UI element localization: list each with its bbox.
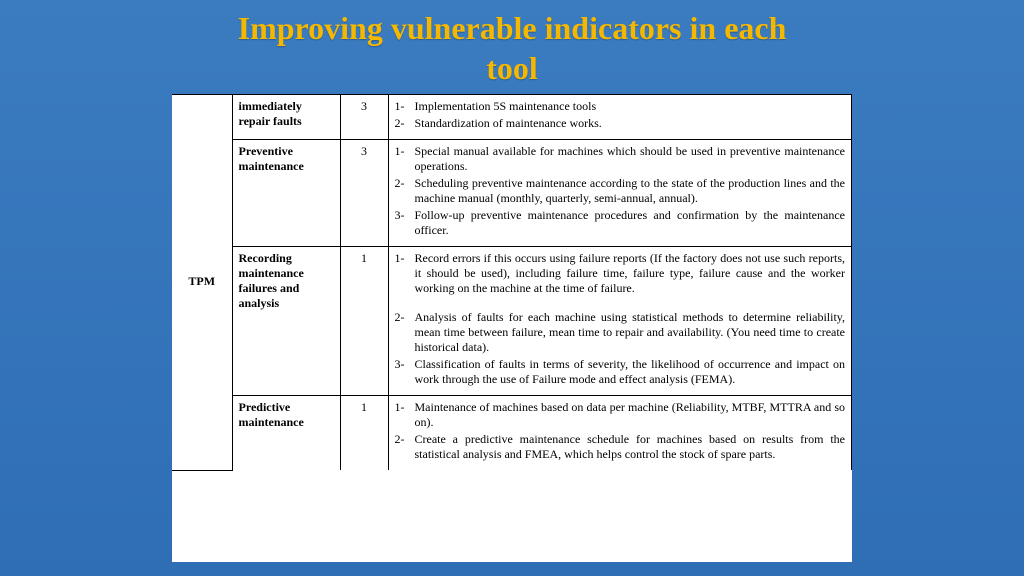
table-container: TPMimmediately repair faults31-Implement… bbox=[172, 94, 852, 562]
table-row: Recording maintenance failures and analy… bbox=[172, 247, 852, 396]
score-cell: 3 bbox=[340, 95, 388, 140]
indicator-cell: Recording maintenance failures and analy… bbox=[232, 247, 340, 396]
description-item: 1-Implementation 5S maintenance tools bbox=[395, 99, 846, 114]
table-row: Preventive maintenance31-Special manual … bbox=[172, 140, 852, 247]
description-cell: 1-Record errors if this occurs using fai… bbox=[388, 247, 852, 396]
tool-cell: TPM bbox=[172, 95, 232, 471]
description-cell: 1-Implementation 5S maintenance tools 2-S… bbox=[388, 95, 852, 140]
score-cell: 3 bbox=[340, 140, 388, 247]
indicator-cell: Preventive maintenance bbox=[232, 140, 340, 247]
slide-title-line2: tool bbox=[486, 50, 538, 86]
indicator-cell: immediately repair faults bbox=[232, 95, 340, 140]
indicators-table: TPMimmediately repair faults31-Implement… bbox=[172, 94, 852, 471]
description-item: 3-Classification of faults in terms of s… bbox=[395, 357, 846, 387]
table-row: Predictive maintenance11-Maintenance of … bbox=[172, 396, 852, 471]
description-item: 2-Analysis of faults for each machine us… bbox=[395, 310, 846, 355]
description-cell: 1-Maintenance of machines based on data … bbox=[388, 396, 852, 471]
indicator-cell: Predictive maintenance bbox=[232, 396, 340, 471]
description-item: 3-Follow-up preventive maintenance proce… bbox=[395, 208, 846, 238]
description-item: 2-Create a predictive maintenance schedu… bbox=[395, 432, 846, 462]
score-cell: 1 bbox=[340, 396, 388, 471]
description-cell: 1-Special manual available for machines … bbox=[388, 140, 852, 247]
description-item: 1-Record errors if this occurs using fai… bbox=[395, 251, 846, 296]
score-cell: 1 bbox=[340, 247, 388, 396]
slide-title: Improving vulnerable indicators in each … bbox=[238, 8, 787, 88]
table-row: TPMimmediately repair faults31-Implement… bbox=[172, 95, 852, 140]
description-item: 1-Special manual available for machines … bbox=[395, 144, 846, 174]
description-item: 2-Standardization of maintenance works. bbox=[395, 116, 846, 131]
slide-title-line1: Improving vulnerable indicators in each bbox=[238, 10, 787, 46]
description-item: 2-Scheduling preventive maintenance acco… bbox=[395, 176, 846, 206]
description-item: 1-Maintenance of machines based on data … bbox=[395, 400, 846, 430]
